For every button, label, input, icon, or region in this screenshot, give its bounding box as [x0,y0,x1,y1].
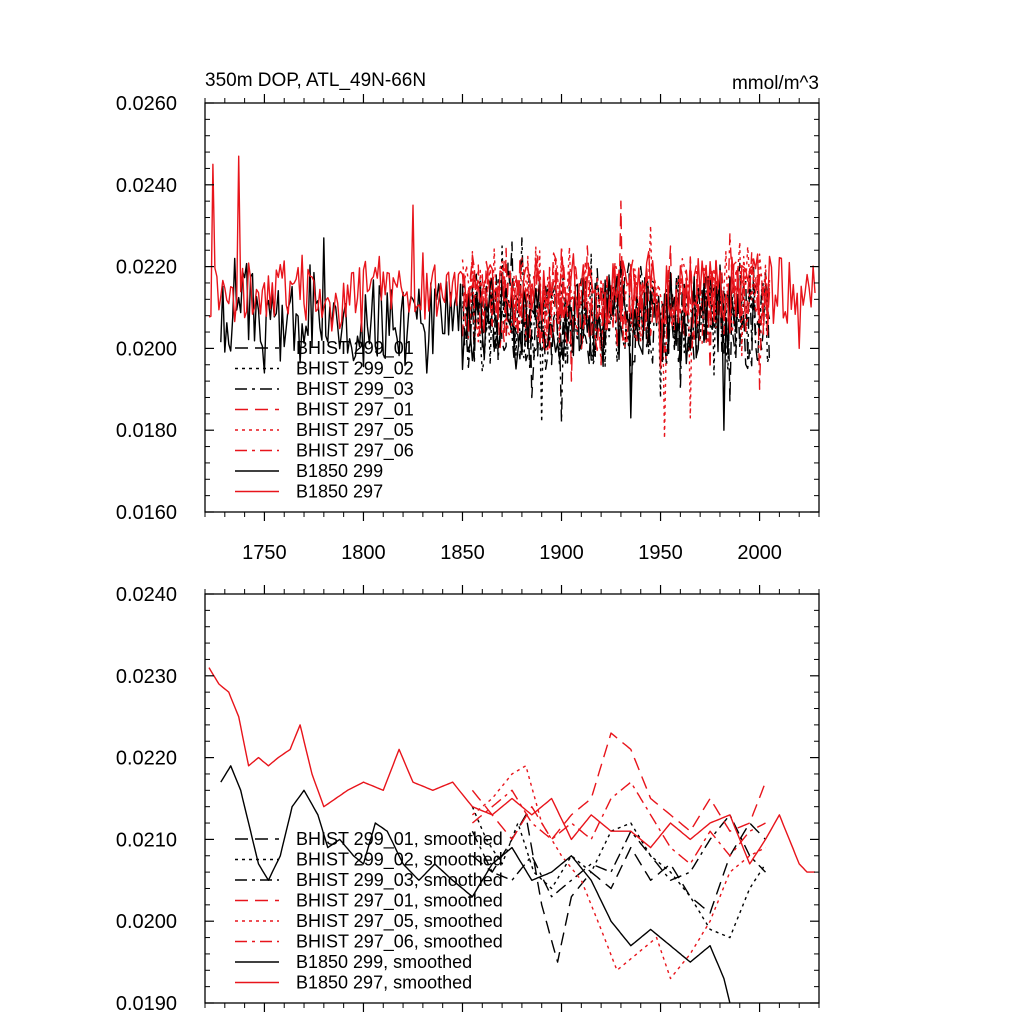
top-xtick-label: 1850 [440,542,485,564]
bottom-series-line-2 [471,806,767,939]
bottom-ytick-label: 0.0240 [116,584,177,606]
top-ytick-label: 0.0260 [116,93,177,115]
top-series-layer [208,155,816,440]
top-series-line-8 [208,155,816,370]
top-chart-title: 350m DOP, ATL_49N-66N [205,70,426,91]
bottom-panel: 0.0190 0.0200 0.0210 0.0220 0.0230 0.0240 BHI… [116,584,820,1015]
bottom-series-line-7 [220,765,731,1003]
top-ticks-layer: 0.0160 0.0180 0.0200 0.0220 0.0240 0.0260 1750… [116,93,820,564]
top-ytick-label: 0.0220 [116,257,177,279]
bottom-legend-label-7: B1850 299, smoothed [296,952,472,972]
bottom-legend-label-6: BHIST 297_06, smoothed [296,932,503,953]
top-xtick-label: 1950 [638,542,683,564]
top-plot-frame [204,102,820,513]
bottom-ytick-label: 0.0230 [116,666,177,688]
top-units-label: mmol/m^3 [732,73,819,94]
top-xtick-label: 1800 [341,542,386,564]
top-xtick-label: 1750 [242,542,287,564]
bottom-legend-label-3: BHIST 299_03, smoothed [296,870,503,891]
bottom-series-line-4 [471,732,767,841]
bottom-legend-label-8: B1850 297, smoothed [296,973,472,993]
bottom-series-line-5 [471,765,766,980]
top-legend-label-1: BHIST 299_01 [296,338,414,359]
top-xtick-label: 1900 [539,542,584,564]
bottom-legend-label-4: BHIST 297_01, smoothed [296,891,503,912]
bottom-ytick-label: 0.0190 [116,993,177,1015]
bottom-ytick-label: 0.0210 [116,829,177,851]
bottom-series-line-3 [471,814,766,898]
top-legend-label-2: BHIST 299_02 [296,359,414,380]
top-legend-label-6: BHIST 297_06 [296,441,414,462]
top-xtick-label: 2000 [737,542,782,564]
bottom-series-layer [208,667,815,1003]
bottom-legend-label-5: BHIST 297_05, smoothed [296,911,503,932]
top-legend-label-4: BHIST 297_01 [296,400,414,421]
top-legend-label-3: BHIST 299_03 [296,379,414,400]
top-series-clip [208,155,816,440]
bottom-legend-label-2: BHIST 299_02, smoothed [296,850,503,871]
top-ytick-label: 0.0160 [116,502,177,524]
bottom-series-line-8 [208,667,815,873]
bottom-ytick-label: 0.0200 [116,911,177,933]
top-legend-label-8: B1850 297 [296,482,383,502]
top-ytick-label: 0.0200 [116,338,177,360]
bottom-ticks-layer: 0.0190 0.0200 0.0210 0.0220 0.0230 0.0240 [116,584,820,1015]
top-ytick-label: 0.0240 [116,175,177,197]
bottom-legend-label-1: BHIST 299_01, smoothed [296,829,503,850]
top-panel: 0.0160 0.0180 0.0200 0.0220 0.0240 0.0260 1750… [116,70,820,564]
top-ytick-label: 0.0180 [116,420,177,442]
bottom-plot-frame [204,593,820,1004]
bottom-series-clip [208,667,815,1003]
bottom-ytick-label: 0.0220 [116,748,177,770]
top-series-line-7 [220,237,741,431]
top-legend-label-7: B1850 299 [296,461,383,481]
top-legend-label-5: BHIST 297_05 [296,420,414,441]
